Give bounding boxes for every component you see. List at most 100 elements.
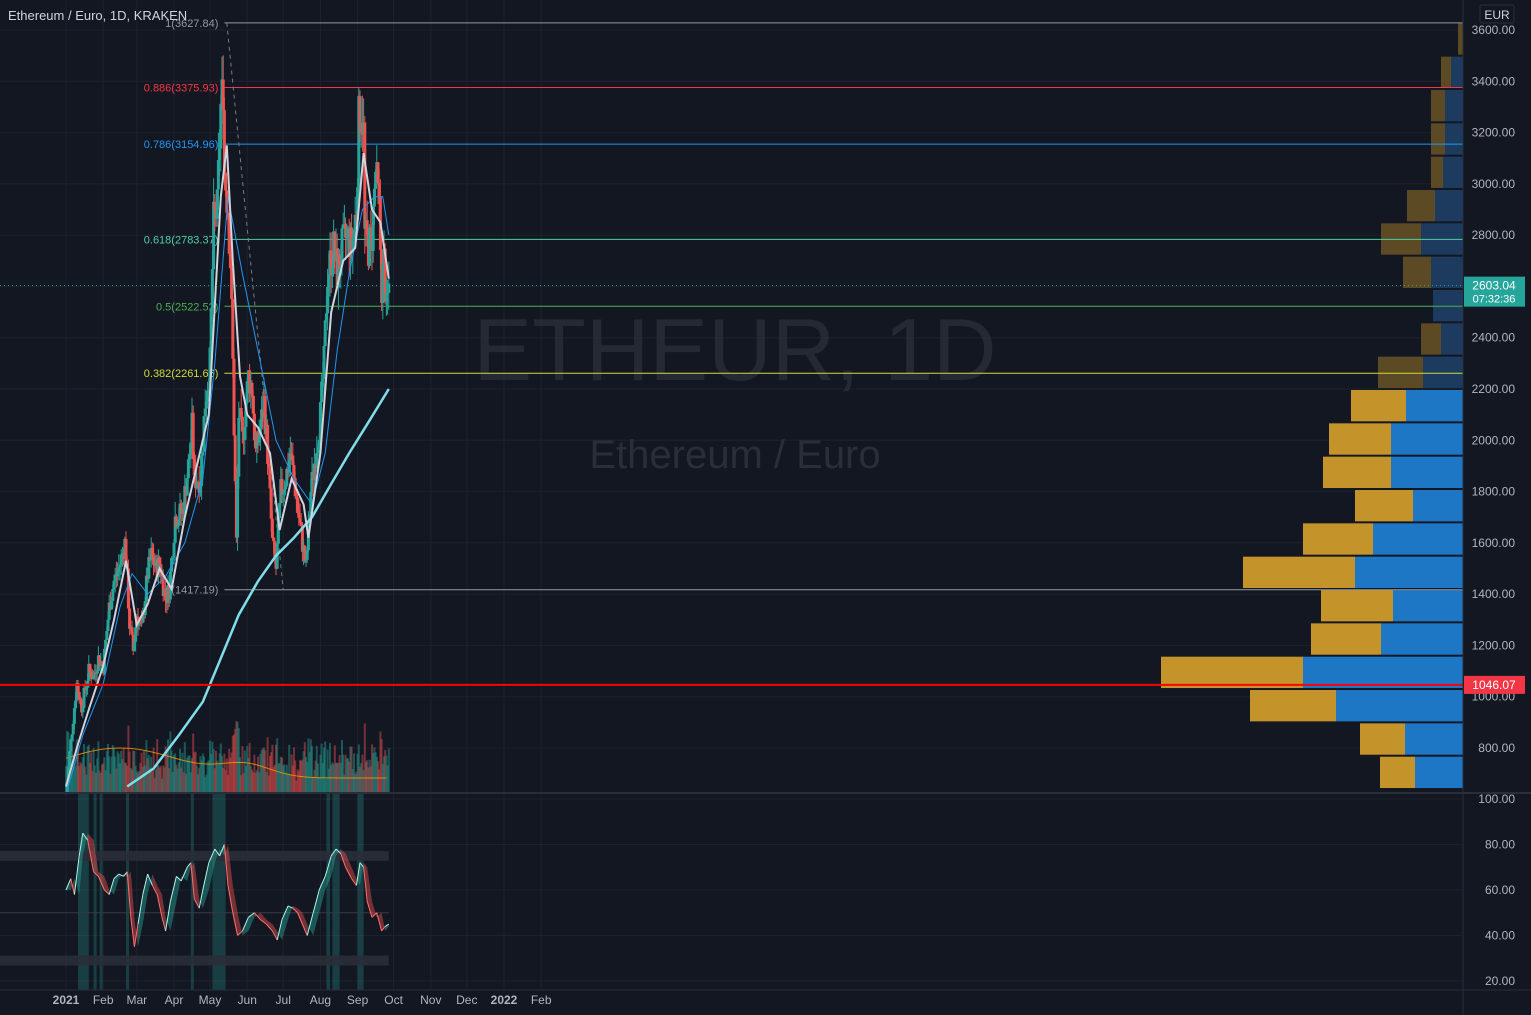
oscillator-fill: [266, 919, 273, 931]
candle-body: [260, 409, 264, 428]
oscillator-highlight: [78, 794, 89, 990]
volume-profile-down: [1380, 756, 1415, 789]
oscillator-line: [82, 832, 89, 841]
oscillator-line: [78, 833, 84, 856]
volume-bar: [308, 752, 311, 792]
volume-bar: [180, 767, 183, 792]
volume-bar: [373, 747, 376, 792]
volume-bar: [171, 772, 174, 792]
volume-bar: [200, 760, 203, 792]
candle-body: [130, 627, 134, 635]
candle-body: [124, 538, 128, 563]
volume-bar: [219, 743, 222, 792]
candle-body: [204, 401, 208, 409]
volume-bar: [125, 763, 127, 792]
volume-bar: [265, 771, 268, 792]
volume-bar: [138, 771, 141, 792]
oscillator-fill: [142, 874, 148, 925]
volume-bar: [383, 756, 385, 792]
candle-body: [186, 459, 190, 479]
volume-bar: [270, 752, 273, 792]
candle-body: [230, 267, 234, 299]
volume-bar: [235, 721, 238, 792]
candle-body: [68, 751, 72, 767]
volume-bar: [272, 766, 275, 792]
candle-body: [161, 575, 165, 596]
volume-bar: [127, 725, 130, 792]
moving-averages: [0, 145, 1463, 795]
candle-body: [338, 254, 342, 270]
oscillator-highlight: [126, 794, 129, 990]
volume-bar: [379, 731, 382, 792]
ma-fast-line: [65, 145, 390, 787]
price-tick-label: 2000.00: [1472, 433, 1516, 447]
volume-bar: [225, 758, 228, 792]
volume-bar: [89, 763, 91, 792]
volume-bar: [218, 753, 221, 792]
candle-body: [233, 435, 237, 482]
volume-bar: [103, 757, 106, 792]
candle-body: [90, 678, 94, 680]
volume-bar: [150, 756, 153, 792]
candle-body: [134, 627, 138, 642]
volume-profile-up: [1445, 89, 1463, 122]
oscillator-highlight: [190, 794, 194, 990]
candle-body: [228, 253, 232, 268]
price-tick-label: 3400.00: [1472, 74, 1516, 88]
volume-bar: [179, 748, 181, 792]
volume-bar: [336, 762, 339, 792]
volume-bar: [348, 761, 351, 792]
oscillator-upper-band: [0, 850, 389, 861]
volume-bar: [210, 753, 213, 792]
volume-bar: [177, 762, 180, 792]
oscillator-line: [271, 930, 278, 941]
volume-bar: [78, 766, 81, 792]
time-tick-label: 2021: [53, 993, 80, 1007]
candle-body: [192, 459, 196, 469]
volume-bar: [282, 765, 285, 792]
volume-profile-down: [1431, 123, 1445, 155]
volume-bar: [339, 762, 342, 792]
oscillator-fill: [147, 874, 153, 895]
candle-body: [210, 269, 214, 309]
oscillator-fill: [208, 849, 215, 890]
candle-body: [273, 541, 277, 558]
ma-mid-line: [65, 196, 390, 795]
volume-bar: [356, 754, 359, 792]
oscillator-line: [104, 889, 110, 895]
oscillator-line: [176, 875, 182, 882]
time-tick-label: Jun: [238, 993, 257, 1007]
volume-bar: [66, 730, 69, 792]
volume-bar: [72, 762, 75, 792]
volume-bar: [283, 764, 286, 792]
candle-body: [336, 254, 340, 288]
volume-bar: [203, 756, 205, 792]
volume-bar: [326, 749, 329, 792]
oscillator-line: [384, 923, 390, 927]
candle-body: [118, 564, 122, 568]
volume-profile-down: [1303, 523, 1373, 555]
volume-profile-down: [1161, 656, 1303, 689]
candle-body: [257, 436, 261, 443]
oscillator-line: [276, 919, 283, 941]
oscillator-line: [126, 871, 132, 918]
volume-profile-up: [1443, 156, 1463, 188]
volume-profile-down: [1311, 623, 1381, 655]
volume-bar: [164, 746, 167, 792]
volume-bar: [110, 756, 113, 792]
volume-bar: [327, 768, 330, 792]
oscillator-fill: [202, 862, 209, 909]
volume-bar: [187, 755, 190, 792]
volume-bar: [338, 755, 341, 792]
candle-body: [296, 497, 300, 510]
volume-profile-down: [1403, 256, 1431, 288]
volume-bar: [251, 769, 253, 792]
candle-body: [270, 518, 274, 538]
oscillator-line: [151, 885, 158, 895]
oscillator-line: [165, 901, 171, 932]
volume-bar: [255, 770, 258, 792]
fibonacci-retracement[interactable]: 1(3627.84) 0.886(3375.93) 0.786(3154.96) 0.…: [144, 18, 1463, 597]
candle-body: [150, 547, 154, 557]
volume-bar: [113, 748, 115, 792]
